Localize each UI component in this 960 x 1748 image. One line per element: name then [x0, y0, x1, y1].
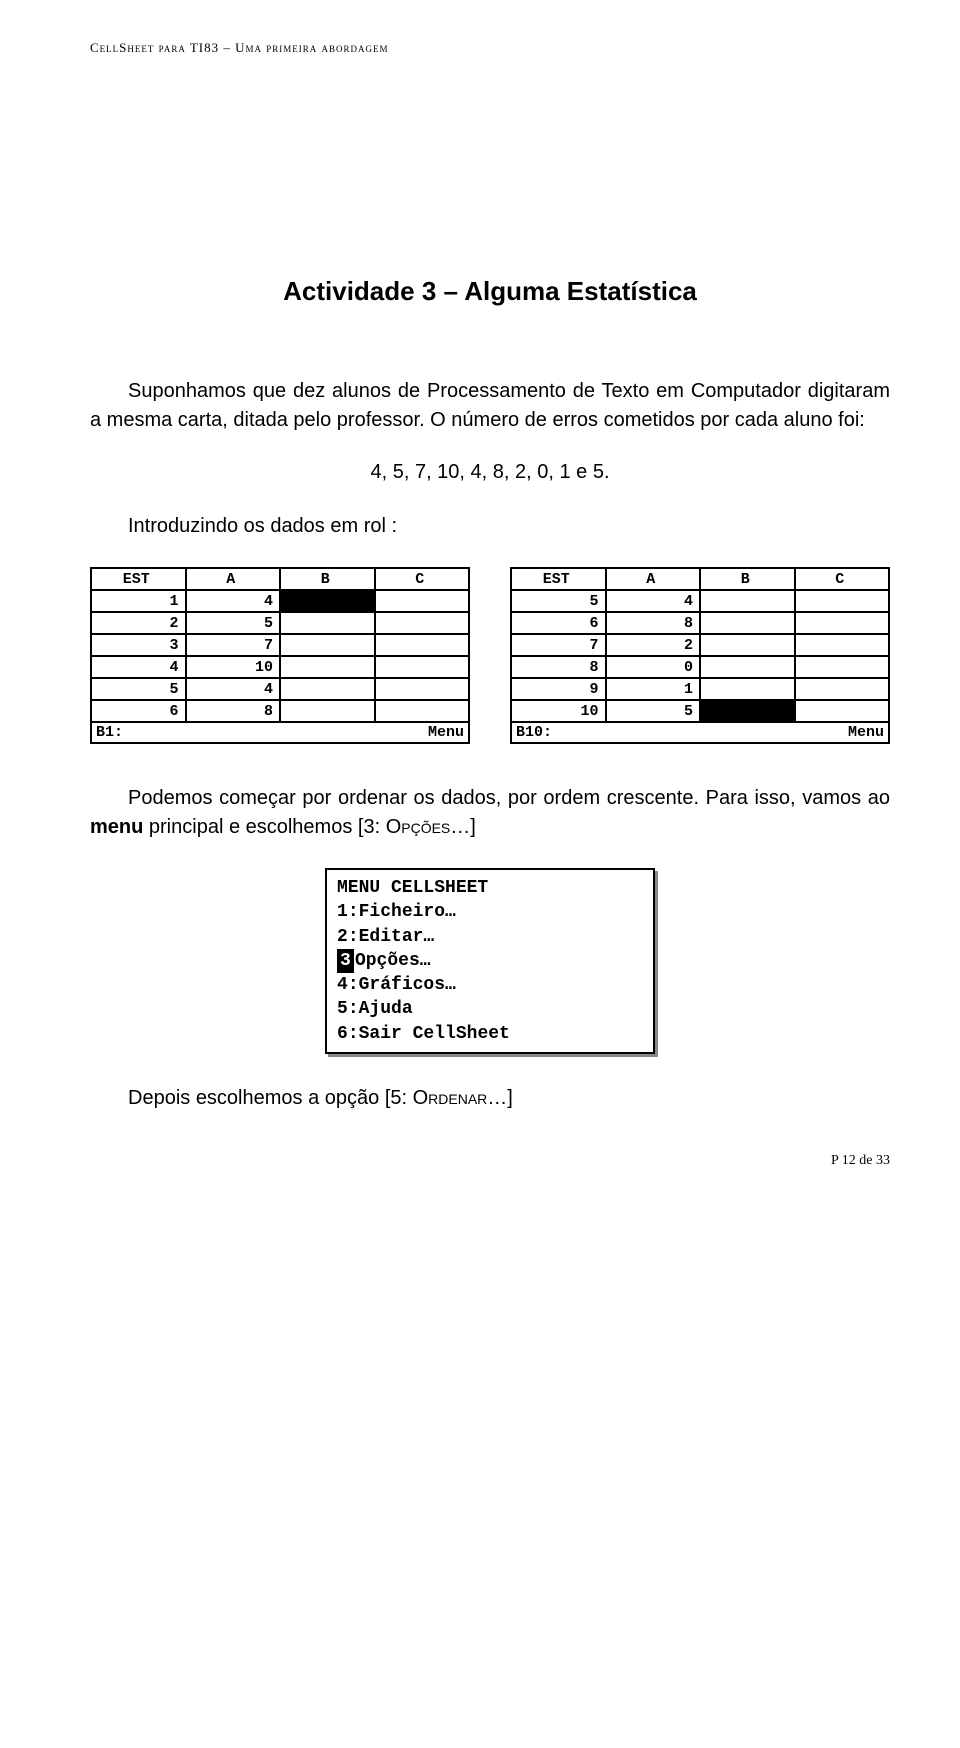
screen-right: EST A B C 54 68 72 80 91 105 B10: Menu: [510, 567, 890, 744]
screen-left: EST A B C 14 25 37 410 54 68 B1: Menu: [90, 567, 470, 744]
row-num: 2: [91, 612, 186, 634]
calc-table-2: EST A B C 54 68 72 80 91 105: [510, 567, 890, 723]
text: Podemos começar por ordenar os dados, po…: [128, 787, 890, 809]
col-a: A: [186, 568, 281, 590]
cell: [375, 678, 470, 700]
cell: 0: [606, 656, 701, 678]
row-num: 7: [511, 634, 606, 656]
cell: 8: [606, 612, 701, 634]
activity-title: Actividade 3 – Alguma Estatística: [90, 276, 890, 307]
cell: [280, 700, 375, 722]
menu-title: MENU CELLSHEET: [337, 876, 643, 900]
menu-item: 4:Gráficos…: [337, 973, 643, 997]
row-num: 6: [511, 612, 606, 634]
order-paragraph: Podemos começar por ordenar os dados, po…: [90, 784, 890, 842]
data-values: 4, 5, 7, 10, 4, 8, 2, 0, 1 e 5.: [90, 461, 890, 484]
cell: 5: [186, 612, 281, 634]
menu-item-selected: 3 Opções…: [337, 949, 643, 973]
cell: [700, 656, 795, 678]
cell: 5: [606, 700, 701, 722]
row-num: 6: [91, 700, 186, 722]
status-bar: B10: Menu: [510, 723, 890, 744]
cell: [375, 700, 470, 722]
row-num: 1: [91, 590, 186, 612]
row-num: 8: [511, 656, 606, 678]
cell: [795, 656, 890, 678]
col-b: B: [280, 568, 375, 590]
cell: [795, 634, 890, 656]
cell: [375, 590, 470, 612]
cursor-cell: [700, 700, 795, 722]
cell: [700, 678, 795, 700]
cell: [280, 612, 375, 634]
calculator-screens: EST A B C 14 25 37 410 54 68 B1: Menu ES…: [90, 567, 890, 744]
cell: 4: [606, 590, 701, 612]
col-c: C: [375, 568, 470, 590]
intro-paragraph: Suponhamos que dez alunos de Processamen…: [90, 377, 890, 435]
row-num: 9: [511, 678, 606, 700]
row-num: 5: [511, 590, 606, 612]
menu-item: 2:Editar…: [337, 925, 643, 949]
cell: 10: [186, 656, 281, 678]
rol-intro: Introduzindo os dados em rol :: [90, 512, 890, 541]
ordenar-paragraph: Depois escolhemos a opção [5: Ordenar…]: [90, 1084, 890, 1113]
cell: [700, 590, 795, 612]
page-footer: P 12 de 33: [90, 1153, 890, 1169]
cell: 4: [186, 678, 281, 700]
menu-label: Menu: [428, 724, 464, 741]
sheet-name: EST: [91, 568, 186, 590]
cell: [700, 612, 795, 634]
cell: [700, 634, 795, 656]
option-name: Opções: [386, 816, 451, 838]
status-bar: B1: Menu: [90, 723, 470, 744]
option-name: Ordenar: [413, 1087, 488, 1109]
cell: [375, 612, 470, 634]
cell: [795, 700, 890, 722]
menu-cellsheet: MENU CELLSHEET 1:Ficheiro… 2:Editar… 3 O…: [325, 868, 655, 1054]
cell: [375, 656, 470, 678]
bold-menu: menu: [90, 816, 143, 838]
cell: 8: [186, 700, 281, 722]
cell: [280, 678, 375, 700]
cell: 2: [606, 634, 701, 656]
cell: [375, 634, 470, 656]
cell-ref: B10:: [516, 724, 552, 741]
page-header: CellSheet para TI83 – Uma primeira abord…: [90, 40, 890, 56]
sheet-name: EST: [511, 568, 606, 590]
row-num: 10: [511, 700, 606, 722]
col-c: C: [795, 568, 890, 590]
text: …]: [450, 816, 476, 838]
menu-label: Menu: [848, 724, 884, 741]
cell: [795, 678, 890, 700]
cell-ref: B1:: [96, 724, 123, 741]
text: …]: [487, 1087, 513, 1109]
menu-item: 5:Ajuda: [337, 997, 643, 1021]
text: principal e escolhemos [3:: [143, 816, 385, 838]
row-num: 3: [91, 634, 186, 656]
cursor-cell: [280, 590, 375, 612]
cell: [280, 634, 375, 656]
menu-item: 1:Ficheiro…: [337, 900, 643, 924]
text: Depois escolhemos a opção [5:: [128, 1087, 413, 1109]
row-num: 4: [91, 656, 186, 678]
cell: 1: [606, 678, 701, 700]
menu-item: 6:Sair CellSheet: [337, 1022, 643, 1046]
row-num: 5: [91, 678, 186, 700]
calc-table-1: EST A B C 14 25 37 410 54 68: [90, 567, 470, 723]
cell: 7: [186, 634, 281, 656]
cell: [280, 656, 375, 678]
col-b: B: [700, 568, 795, 590]
cell: [795, 590, 890, 612]
col-a: A: [606, 568, 701, 590]
cell: 4: [186, 590, 281, 612]
cell: [795, 612, 890, 634]
